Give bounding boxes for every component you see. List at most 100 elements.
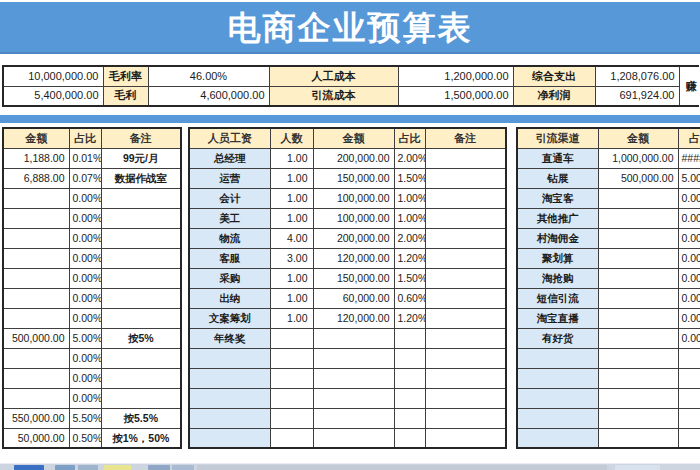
table-cell[interactable]: 1.20%: [394, 308, 425, 328]
table-cell[interactable]: 100,000.00: [313, 208, 394, 228]
table-cell[interactable]: 2.00%: [394, 228, 425, 248]
table-cell[interactable]: [517, 428, 598, 448]
table-cell[interactable]: 0.00%: [678, 308, 700, 328]
table-cell[interactable]: 1.00: [270, 308, 313, 328]
app-icon[interactable]: [78, 465, 98, 470]
table-cell[interactable]: 100,000.00: [313, 188, 394, 208]
table-cell[interactable]: 0.00%: [69, 268, 101, 288]
app-icon[interactable]: [172, 465, 194, 470]
folder-icon[interactable]: [104, 465, 131, 470]
taskbar[interactable]: [0, 463, 700, 470]
table-cell[interactable]: 0.01%: [69, 148, 101, 168]
table-cell[interactable]: 运营: [189, 168, 270, 188]
table-cell[interactable]: 有好货: [517, 328, 598, 348]
table-cell[interactable]: [678, 428, 700, 448]
window-bar[interactable]: [197, 465, 607, 470]
table-cell[interactable]: 200,000.00: [313, 148, 394, 168]
table-cell[interactable]: 1.00: [270, 168, 313, 188]
table-cell[interactable]: [598, 188, 678, 208]
table-cell[interactable]: [270, 408, 313, 428]
table-cell[interactable]: 淘抢购: [517, 268, 598, 288]
table-cell[interactable]: [101, 388, 181, 408]
table-cell[interactable]: [3, 348, 69, 368]
table-cell[interactable]: 出纳: [189, 288, 270, 308]
table-cell[interactable]: 0.60%: [394, 288, 425, 308]
table-cell[interactable]: 1.00: [270, 148, 313, 168]
table-cell[interactable]: [189, 348, 270, 368]
table-cell[interactable]: [598, 288, 678, 308]
table-cell[interactable]: 5.00%: [69, 328, 101, 348]
table-cell[interactable]: 4.00: [270, 228, 313, 248]
table-cell[interactable]: 3.00: [270, 248, 313, 268]
table-cell[interactable]: [394, 328, 425, 348]
table-cell[interactable]: 0.00%: [678, 288, 700, 308]
table-cell[interactable]: [270, 388, 313, 408]
table-cell[interactable]: [598, 428, 678, 448]
table-cell[interactable]: ####: [678, 148, 700, 168]
table-cell[interactable]: [598, 268, 678, 288]
table-cell[interactable]: 6,888.00: [3, 168, 69, 188]
column-header-staff[interactable]: 人员工资: [189, 128, 270, 148]
cell-labor-cost-label[interactable]: 人工成本: [269, 66, 398, 86]
table-cell[interactable]: [425, 348, 506, 368]
table-cell[interactable]: 会计: [189, 188, 270, 208]
table-cell[interactable]: [517, 348, 598, 368]
cell-sales[interactable]: 5,400,000.00: [3, 86, 103, 106]
table-cell[interactable]: 60,000.00: [313, 288, 394, 308]
start-button[interactable]: [14, 465, 44, 470]
table-cell[interactable]: 聚划算: [517, 248, 598, 268]
table-cell[interactable]: [425, 288, 506, 308]
table-cell[interactable]: 文案筹划: [189, 308, 270, 328]
table-cell[interactable]: [313, 408, 394, 428]
table-cell[interactable]: [678, 368, 700, 388]
table-cell[interactable]: 村淘佣金: [517, 228, 598, 248]
cell-total-expense-label[interactable]: 综合支出: [513, 66, 595, 86]
table-cell[interactable]: 1.50%: [394, 168, 425, 188]
tray-icon[interactable]: [615, 465, 660, 470]
table-cell[interactable]: 150,000.00: [313, 168, 394, 188]
side-note-cell[interactable]: 赚: [679, 66, 699, 106]
table-cell[interactable]: [101, 208, 181, 228]
table-cell[interactable]: 550,000.00: [3, 408, 69, 428]
table-cell[interactable]: [598, 228, 678, 248]
table-cell[interactable]: 1.00%: [394, 208, 425, 228]
table-cell[interactable]: [101, 188, 181, 208]
table-cell[interactable]: 0.00%: [69, 208, 101, 228]
app-icon[interactable]: [148, 465, 170, 470]
table-cell[interactable]: [425, 248, 506, 268]
cell-gross-profit[interactable]: 4,600,000.00: [148, 86, 269, 106]
table-cell[interactable]: 1.50%: [394, 268, 425, 288]
column-header-amount[interactable]: 金额: [313, 128, 394, 148]
table-cell[interactable]: 0.00%: [69, 228, 101, 248]
table-cell[interactable]: [101, 288, 181, 308]
table-cell[interactable]: 短信引流: [517, 288, 598, 308]
table-cell[interactable]: [425, 228, 506, 248]
table-cell[interactable]: 1.00: [270, 288, 313, 308]
table-cell[interactable]: 1.00: [270, 268, 313, 288]
table-cell[interactable]: [189, 368, 270, 388]
table-cell[interactable]: [425, 148, 506, 168]
table-cell[interactable]: [394, 388, 425, 408]
table-cell[interactable]: [3, 388, 69, 408]
table-cell[interactable]: [313, 388, 394, 408]
table-cell[interactable]: 0.00%: [678, 188, 700, 208]
table-cell[interactable]: [3, 288, 69, 308]
table-cell[interactable]: [425, 368, 506, 388]
app-icon[interactable]: [55, 465, 75, 470]
table-cell[interactable]: 1,000,000.00: [598, 148, 678, 168]
table-cell[interactable]: 5.00%: [678, 168, 700, 188]
table-cell[interactable]: [394, 428, 425, 448]
column-header-channel[interactable]: 引流渠道: [517, 128, 598, 148]
table-cell[interactable]: 200,000.00: [313, 228, 394, 248]
table-cell[interactable]: [270, 428, 313, 448]
table-cell[interactable]: [517, 388, 598, 408]
column-header-ratio[interactable]: 占比: [69, 128, 101, 148]
table-cell[interactable]: [313, 368, 394, 388]
table-cell[interactable]: 0.00%: [678, 328, 700, 348]
table-cell[interactable]: 按1%，50%: [101, 428, 181, 448]
table-cell[interactable]: [101, 368, 181, 388]
table-cell[interactable]: [101, 248, 181, 268]
column-header-note[interactable]: 备注: [425, 128, 506, 148]
table-cell[interactable]: 0.00%: [69, 288, 101, 308]
table-cell[interactable]: 按5.5%: [101, 408, 181, 428]
